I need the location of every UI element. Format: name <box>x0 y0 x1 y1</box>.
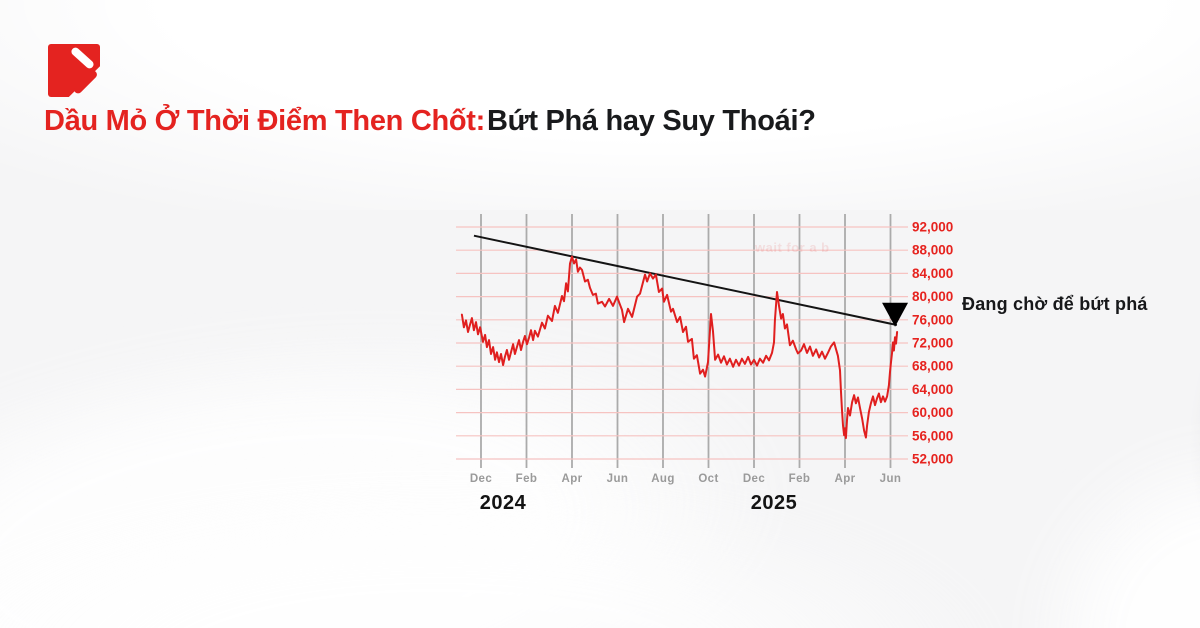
price-tick-label: 88,000 <box>912 243 953 258</box>
price-tick-label: 68,000 <box>912 359 953 374</box>
price-tick-label: 64,000 <box>912 382 953 397</box>
price-tick-label: 80,000 <box>912 289 953 304</box>
breakout-annotation: Đang chờ để bứt phá <box>962 294 1148 314</box>
month-tick-label: Dec <box>743 473 766 485</box>
title-question: Bứt Phá hay Suy Thoái? <box>487 105 816 137</box>
month-tick-label: Feb <box>789 473 811 485</box>
month-tick-label: Jun <box>607 473 629 485</box>
month-tick-label: Dec <box>470 473 493 485</box>
month-tick-label: Apr <box>834 473 855 485</box>
price-tick-label: 84,000 <box>912 266 953 281</box>
price-tick-label: 52,000 <box>912 452 953 467</box>
trendline <box>473 234 898 326</box>
price-tick-label: 72,000 <box>912 336 953 351</box>
year-label-2024: 2024 <box>479 492 527 514</box>
price-line <box>460 255 899 440</box>
month-tick-label: Oct <box>698 473 718 485</box>
price-tick-label: 92,000 <box>912 220 953 235</box>
month-tick-label: Apr <box>561 473 582 485</box>
page-title: Dầu Mỏ Ở Thời Điểm Then Chốt:Bứt Phá hay… <box>44 103 816 139</box>
month-tick-label: Feb <box>516 473 538 485</box>
price-tick-label: 56,000 <box>912 428 953 443</box>
brand-logo <box>48 44 100 97</box>
month-tick-label: Jun <box>880 473 902 485</box>
breakout-marker-triangle-icon <box>882 302 909 327</box>
year-label-2025: 2025 <box>750 492 798 514</box>
month-tick-label: Aug <box>651 473 675 485</box>
watermark-text: wait for a b <box>755 240 830 255</box>
title-highlight: Dầu Mỏ Ở Thời Điểm Then Chốt: <box>44 105 486 137</box>
price-tick-label: 60,000 <box>912 405 953 420</box>
price-tick-label: 76,000 <box>912 312 953 327</box>
